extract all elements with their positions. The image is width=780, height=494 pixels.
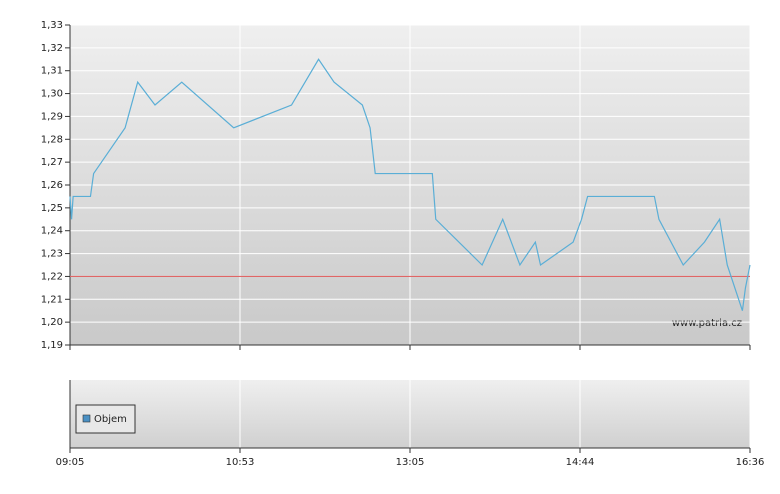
x-tick-label: 10:53 xyxy=(226,457,255,468)
y-tick-label: 1,22 xyxy=(41,271,63,282)
y-tick-label: 1,21 xyxy=(41,294,63,305)
y-tick-label: 1,20 xyxy=(41,317,63,328)
watermark: www.patria.cz xyxy=(672,318,742,329)
y-tick-label: 1,32 xyxy=(41,43,63,54)
y-tick-label: 1,33 xyxy=(41,20,63,31)
price-line xyxy=(69,58,751,311)
legend-label: Objem xyxy=(94,414,127,425)
x-tick-label: 13:05 xyxy=(396,457,425,468)
legend-swatch xyxy=(82,414,91,423)
y-tick-label: 1,28 xyxy=(41,134,63,145)
x-tick-label: 09:05 xyxy=(56,457,85,468)
y-tick-label: 1,26 xyxy=(41,180,63,191)
y-tick-label: 1,30 xyxy=(41,89,63,100)
x-tick-label: 14:44 xyxy=(566,457,595,468)
x-tick-label: 16:36 xyxy=(736,457,765,468)
y-tick-label: 1,19 xyxy=(41,340,63,351)
y-tick-label: 1,25 xyxy=(41,203,63,214)
y-tick-label: 1,23 xyxy=(41,249,63,260)
y-tick-label: 1,29 xyxy=(41,111,63,122)
y-tick-label: 1,27 xyxy=(41,157,63,168)
y-tick-label: 1,31 xyxy=(41,66,63,77)
y-tick-label: 1,24 xyxy=(41,226,63,237)
